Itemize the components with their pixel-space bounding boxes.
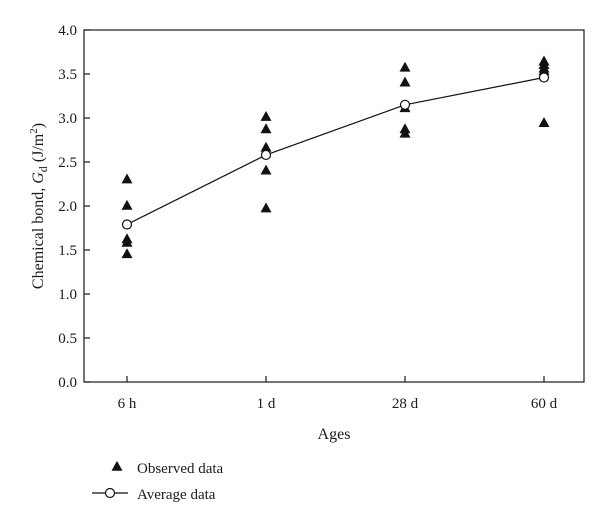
y-axis-title-unit-sup: 2 bbox=[28, 128, 40, 134]
plot-frame bbox=[83, 29, 585, 383]
observed-data-point bbox=[538, 117, 550, 128]
y-tick-label: 4.0 bbox=[58, 23, 77, 39]
y-tick-label: 3.0 bbox=[58, 111, 77, 127]
legend-item-observed: Observed data bbox=[111, 460, 224, 477]
average-data-point bbox=[538, 72, 550, 83]
x-axis: 6 h 1 d 28 d 60 d bbox=[118, 376, 558, 412]
observed-data-point bbox=[260, 141, 272, 152]
observed-data-point bbox=[260, 202, 272, 213]
y-tick-label: 2.5 bbox=[58, 155, 77, 171]
y-axis-title: Chemical bond, Gd (J/m2) bbox=[28, 123, 50, 289]
y-tick-label: 1.5 bbox=[58, 243, 77, 259]
legend-triangle-marker bbox=[111, 460, 123, 471]
legend-label-average: Average data bbox=[137, 487, 216, 503]
observed-data-point bbox=[399, 76, 411, 87]
y-axis-title-unit-close: ) bbox=[30, 123, 47, 128]
legend-circle-marker bbox=[104, 487, 116, 499]
observed-data-point bbox=[121, 173, 133, 184]
observed-data-point bbox=[538, 65, 550, 76]
observed-data-point bbox=[260, 123, 272, 134]
y-axis-title-subscript: d bbox=[36, 166, 50, 172]
y-axis-title-unit-open: (J/m bbox=[30, 133, 47, 166]
average-data-series bbox=[126, 76, 545, 226]
y-tick-label: 0.5 bbox=[58, 331, 77, 347]
y-tick-label: 3.5 bbox=[58, 67, 77, 83]
x-tick-label: 28 d bbox=[392, 396, 419, 412]
observed-data-point bbox=[399, 127, 411, 138]
y-tick-label: 1.0 bbox=[58, 287, 77, 303]
observed-data-series bbox=[121, 55, 550, 259]
average-data-point bbox=[121, 219, 133, 230]
y-tick-label: 2.0 bbox=[58, 199, 77, 215]
observed-data-point bbox=[121, 199, 133, 210]
legend-item-average: Average data bbox=[92, 487, 216, 503]
average-data-point bbox=[399, 99, 411, 110]
observed-data-point bbox=[121, 236, 133, 247]
observed-data-point bbox=[260, 164, 272, 175]
observed-data-point bbox=[399, 61, 411, 72]
y-axis-title-prefix: Chemical bond, bbox=[30, 184, 47, 289]
legend: Observed data Average data bbox=[92, 460, 224, 503]
observed-data-point bbox=[121, 248, 133, 259]
x-tick-label: 60 d bbox=[531, 396, 558, 412]
observed-data-point bbox=[260, 110, 272, 121]
x-axis-title: Ages bbox=[318, 426, 351, 443]
legend-label-observed: Observed data bbox=[137, 461, 224, 477]
y-axis-title-symbol: G bbox=[30, 172, 47, 184]
y-axis: 0.0 0.5 1.0 1.5 2.0 2.5 3.0 3.5 4.0 bbox=[58, 23, 90, 391]
average-data-line bbox=[126, 76, 545, 226]
y-tick-label: 0.0 bbox=[58, 375, 77, 391]
x-tick-label: 6 h bbox=[118, 396, 137, 412]
plot-area bbox=[83, 29, 585, 383]
average-data-point bbox=[260, 149, 272, 161]
average-data-markers bbox=[121, 72, 550, 230]
x-tick-label: 1 d bbox=[257, 396, 276, 412]
